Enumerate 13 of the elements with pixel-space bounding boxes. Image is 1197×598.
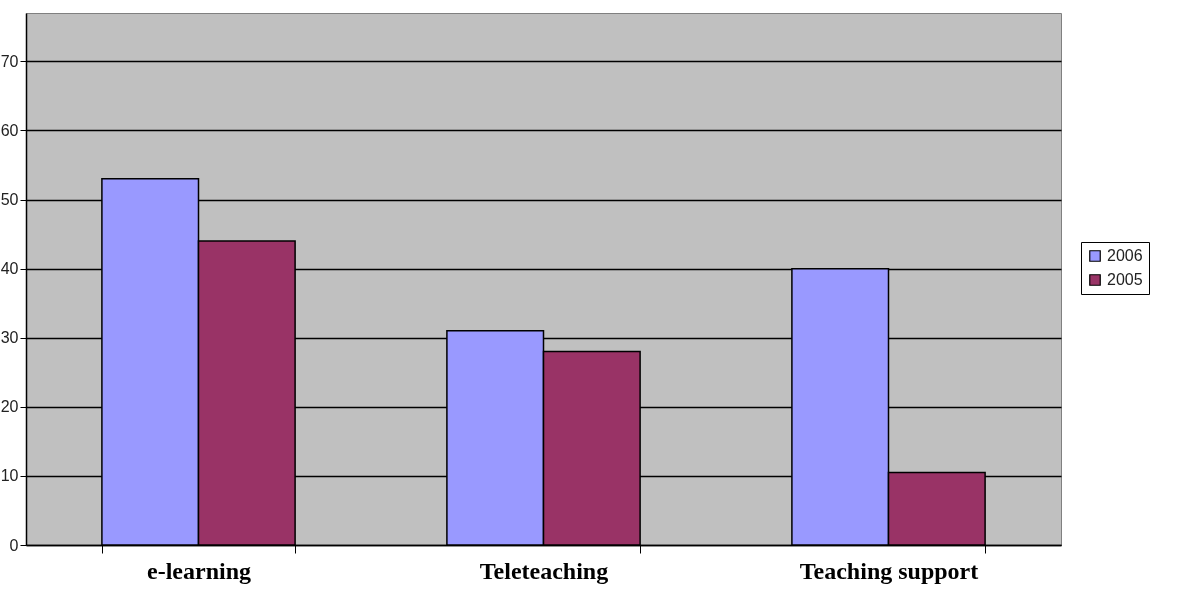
legend-label: 2005 bbox=[1107, 271, 1143, 288]
y-tick-label: 40 bbox=[0, 260, 19, 278]
x-tick-label: e-learning bbox=[147, 557, 251, 584]
y-tick-label: 30 bbox=[0, 329, 19, 347]
y-tick-label: 20 bbox=[0, 398, 19, 416]
y-tick-label: 70 bbox=[0, 52, 19, 70]
y-tick-label: 10 bbox=[0, 467, 19, 485]
x-tick-label: Teaching support bbox=[799, 557, 979, 584]
y-tick-label: 0 bbox=[9, 536, 19, 554]
y-tick-label: 50 bbox=[0, 191, 19, 209]
y-tick-label: 60 bbox=[0, 121, 19, 139]
x-tick-label: Teleteaching bbox=[479, 557, 609, 584]
legend-label: 2006 bbox=[1107, 247, 1143, 264]
